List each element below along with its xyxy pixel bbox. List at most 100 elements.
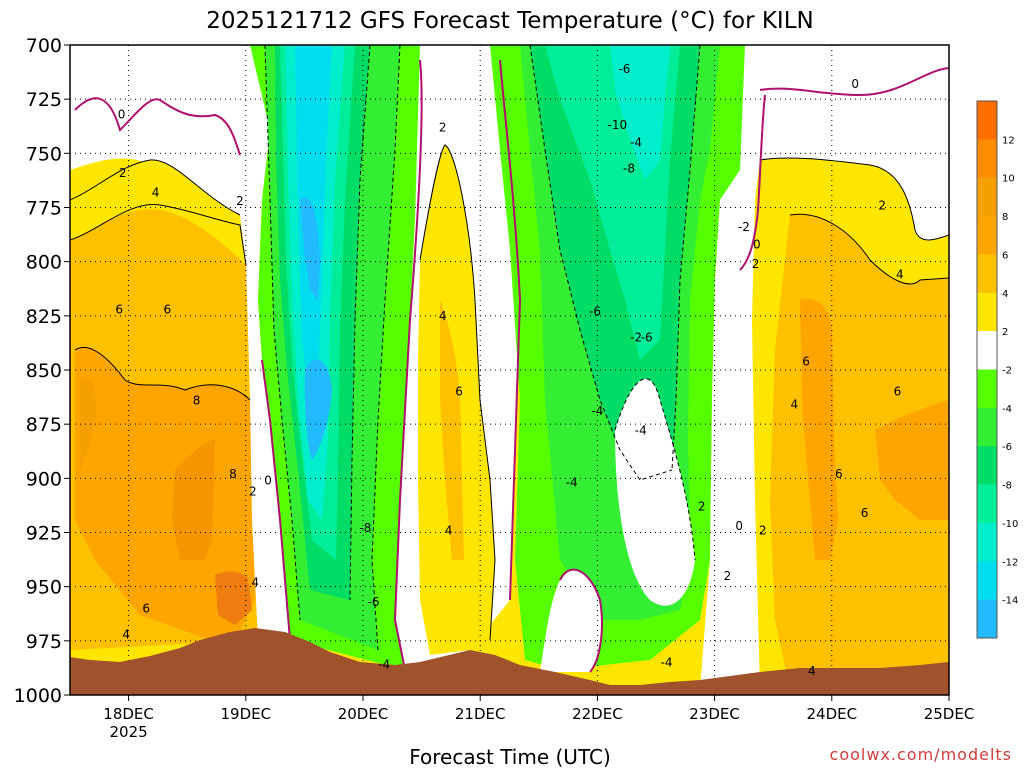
grid [70,45,949,695]
contour-line [74,346,251,401]
contour-label: -2 [630,331,642,345]
colorbar-band [977,101,997,140]
colorbar-label: 10 [1002,174,1015,185]
contour-line [70,159,241,216]
contour-lines-dashed [264,45,701,651]
y-tick-label: 725 [26,89,62,111]
contour-label: 2 [759,523,767,537]
contour-label: 2 [249,484,257,498]
colorbar-band [977,599,997,639]
y-tick-label: 950 [26,577,62,599]
x-tick-label: 25DEC [924,705,975,723]
contour-label: 0 [264,474,272,488]
y-tick-label: 700 [26,35,62,57]
warm-band-10-12 [215,571,252,625]
contour-label: 2 [236,194,244,208]
contour-label: 6 [142,601,150,615]
colorbar-label: -4 [1002,404,1012,415]
x-tick-label: 21DEC [455,705,506,723]
contour-line [419,144,496,641]
contour-label: 6 [115,302,123,316]
colorbar-band [977,292,997,332]
contour-label: -4 [630,136,642,150]
zero-isotherm-line [261,359,291,641]
chart-title: 2025121712 GFS Forecast Temperature (°C)… [206,8,813,34]
colorbar-frame [976,100,998,639]
contour-line [789,213,949,285]
contour-label: 6 [894,385,902,399]
colorbar-label: 2 [1002,327,1008,338]
contour-line [349,45,371,601]
contour-line [264,45,301,621]
colorbar-band [977,216,997,255]
contour-line [759,157,949,241]
region-near-zero-pocket [615,378,695,606]
region-near-zero-notch [540,569,602,672]
y-tick-label: 925 [26,523,62,545]
contour-label: -6 [641,331,653,345]
contour-label: 2 [724,569,732,583]
colorbar-band [977,139,997,179]
contour-label: 4 [896,268,904,282]
contour-label: -4 [378,658,390,672]
contour-label: -4 [635,424,647,438]
colorbar-label: -12 [1002,557,1018,568]
colorbar-label: -8 [1002,481,1012,492]
zero-isotherm [74,59,949,673]
colorbar-label: -6 [1002,442,1012,453]
contour-line [70,203,247,266]
contour-label: 2 [878,198,886,212]
contour-label: -8 [623,162,635,176]
colorbar-band [977,484,997,524]
plot-area [70,45,949,695]
contour-label: -4 [661,656,673,670]
contour-label: 4 [439,309,447,323]
warm-band-8-10b [80,377,97,470]
colorbar-band [977,561,997,601]
x-tick-label: 19DEC [221,705,272,723]
x-tick-label: 24DEC [807,705,858,723]
colorbar-band [977,522,997,562]
y-tick-label: 850 [26,360,62,382]
warm-band-8-10 [172,440,215,560]
colorbar-band [977,407,997,447]
contour-label: 4 [122,627,130,641]
contour-label: -6 [589,305,601,319]
contour-label: 2 [698,500,706,514]
y-tick-label: 800 [26,252,62,274]
x-tick-label: 22DEC [572,705,623,723]
contour-label: 2 [439,120,447,134]
contour-label: 6 [861,506,869,520]
contour-label: 0 [735,519,743,533]
contour-label: 4 [251,575,259,589]
contour-label: 2 [119,166,127,180]
x-axis-label: Forecast Time (UTC) [409,745,611,768]
region-warm-tongue-inner [440,300,464,560]
colorbar-label: -14 [1002,596,1018,607]
region-cold-sector [250,45,425,670]
y-tick-label: 875 [26,414,62,436]
zero-isotherm-line [559,568,603,673]
contour-lines [70,144,949,641]
contour-label: 4 [152,185,160,199]
colorbar-band [977,177,997,217]
credit-text[interactable]: coolwx.com/modelts [830,745,1012,764]
contour-label: 0 [851,77,859,91]
contour-label: 0 [753,237,761,251]
warm-late-band-6-8 [800,298,949,560]
colorbar-label: -2 [1002,366,1012,377]
contour-label: -4 [591,404,603,418]
region-warm-upper-left [70,159,246,265]
y-axis: 700 725 750 775 800 825 850 875 900 925 950 975 1000 [14,35,70,707]
contour-label: 6 [163,302,171,316]
contour-label: -6 [368,595,380,609]
y-tick-label: 775 [26,198,62,220]
region-near-zero-top [70,45,290,640]
contour-line [671,45,701,471]
colorbar-band [977,331,997,370]
contour-label: -8 [359,521,371,535]
zero-isotherm-line [759,67,949,97]
contour-label: 4 [790,398,798,412]
contour-label: 2 [752,257,760,271]
